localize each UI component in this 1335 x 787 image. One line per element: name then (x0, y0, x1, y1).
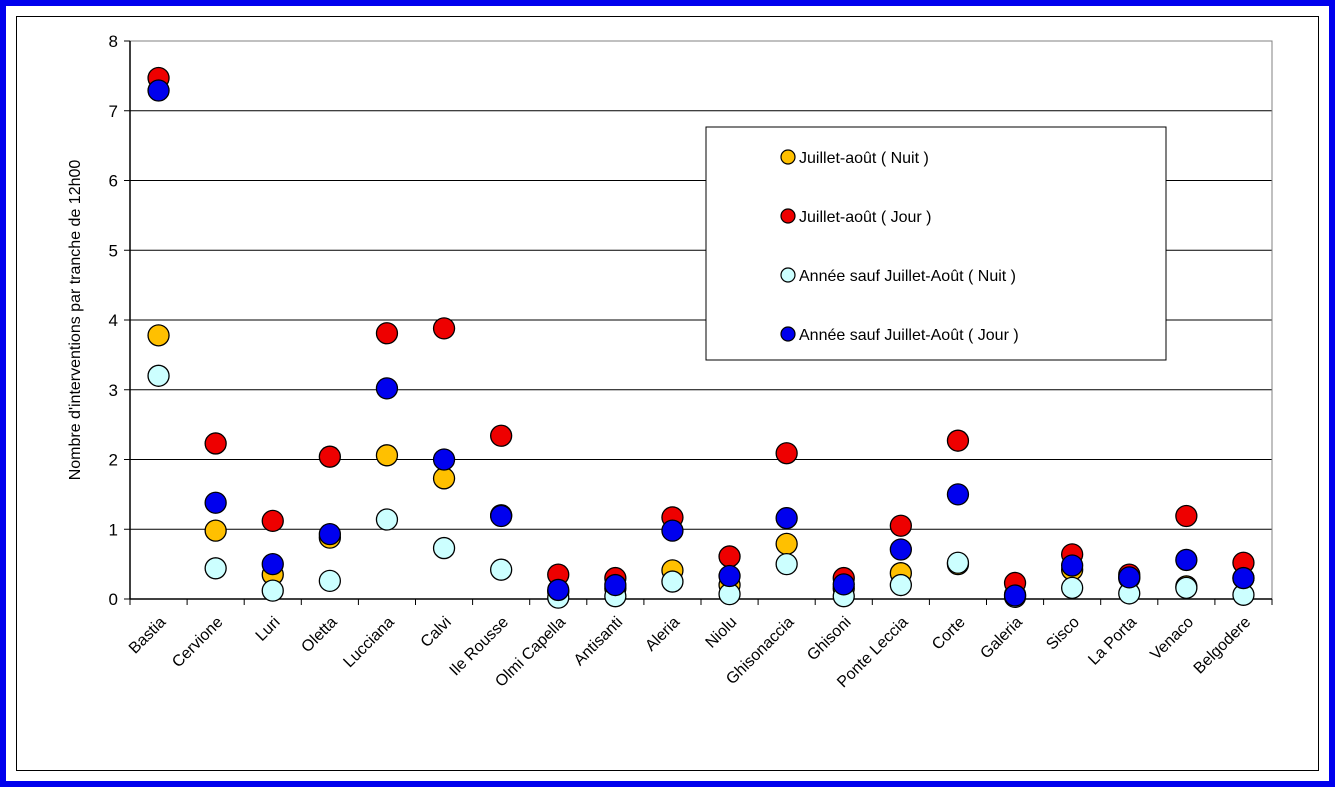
data-point (147, 364, 170, 387)
x-category-label: Oletta (298, 614, 340, 656)
data-point (661, 519, 684, 542)
data-point (1061, 576, 1084, 599)
x-category-label: Aleria (642, 614, 683, 655)
data-point (261, 552, 284, 576)
y-tick-label: 7 (109, 102, 118, 121)
data-point (204, 491, 227, 514)
data-point (204, 557, 227, 580)
data-point (489, 504, 513, 528)
legend-marker (780, 149, 796, 165)
data-point (432, 448, 456, 471)
y-axis-label: Nombre d'interventions par tranche de 12… (67, 160, 84, 481)
data-points (147, 66, 1255, 609)
x-category-label: Venaco (1147, 614, 1197, 664)
data-point (1118, 566, 1141, 589)
data-point (261, 579, 284, 602)
data-point (889, 573, 912, 597)
data-point (889, 538, 912, 561)
legend-label: Année sauf Juillet-Août ( Jour ) (799, 327, 1019, 344)
data-point (432, 467, 456, 490)
data-point (204, 519, 227, 542)
data-point (775, 532, 798, 556)
data-point (1175, 548, 1198, 572)
data-point (204, 432, 227, 455)
data-point (375, 508, 399, 531)
data-point (1175, 576, 1198, 599)
y-tick-label: 2 (109, 451, 118, 470)
y-tick-label: 4 (109, 311, 118, 330)
x-category-label: Calvi (418, 614, 455, 651)
y-tick-label: 6 (109, 172, 118, 191)
data-point (946, 551, 970, 574)
legend-marker (780, 326, 796, 342)
data-point (1175, 504, 1198, 528)
data-point (489, 558, 513, 581)
data-point (1003, 584, 1027, 607)
x-category-label: Antisanti (571, 614, 626, 669)
x-category-label: La Porta (1085, 614, 1140, 669)
y-tick-label: 3 (109, 381, 118, 400)
legend-label: Juillet-août ( Nuit ) (799, 150, 929, 167)
x-category-label: Galeria (977, 614, 1026, 663)
data-point (1061, 554, 1084, 577)
data-point (946, 483, 970, 506)
legend: Juillet-août ( Nuit ) Juillet-août ( Jour… (705, 126, 1167, 361)
data-point (547, 578, 570, 602)
legend-box (705, 126, 1167, 361)
data-point (832, 573, 855, 596)
data-point (718, 564, 741, 588)
x-category-label: Ghisoni (804, 614, 854, 664)
data-point (432, 317, 456, 340)
data-point (318, 522, 342, 546)
data-point (889, 514, 912, 537)
x-category-label: Cervione (169, 614, 226, 671)
data-point (775, 506, 798, 530)
y-tick-label: 1 (109, 520, 118, 539)
data-point (661, 570, 684, 593)
x-category-label: Belgodere (1191, 614, 1255, 678)
data-point (775, 442, 798, 465)
data-point (318, 569, 342, 593)
legend-marker (780, 208, 796, 224)
data-point (604, 573, 627, 597)
legend-label: Année sauf Juillet-Août ( Nuit ) (799, 268, 1016, 285)
legend-label: Juillet-août ( Jour ) (799, 209, 932, 226)
x-category-label: Lucciana (340, 614, 397, 671)
data-point (147, 79, 170, 102)
y-tick-label: 8 (109, 32, 118, 51)
data-point (261, 509, 284, 533)
data-point (946, 429, 970, 452)
data-point (375, 322, 399, 345)
data-point (375, 377, 399, 400)
data-point (775, 552, 798, 576)
data-point (718, 545, 741, 568)
chart-area-border (16, 16, 1319, 771)
data-point (147, 324, 170, 347)
data-point (432, 536, 456, 560)
data-point (1232, 566, 1255, 590)
y-tick-label: 0 (109, 590, 118, 609)
x-axis-categories: Bastia Cervione Luri Oletta Lucciana CalviIle… (126, 599, 1273, 691)
legend-marker (780, 267, 796, 283)
data-point (318, 445, 342, 468)
data-point (489, 424, 513, 447)
y-tick-label: 5 (109, 241, 118, 260)
y-axis-ticks: 0 1 2 3 4 5 6 7 8 (109, 32, 130, 609)
x-category-label: Bastia (126, 614, 170, 658)
data-point (375, 444, 399, 467)
x-category-label: Luri (253, 614, 284, 645)
x-category-label: Niolu (703, 614, 741, 652)
x-category-label: Corte (929, 614, 969, 654)
x-category-label: Sisco (1043, 614, 1083, 654)
